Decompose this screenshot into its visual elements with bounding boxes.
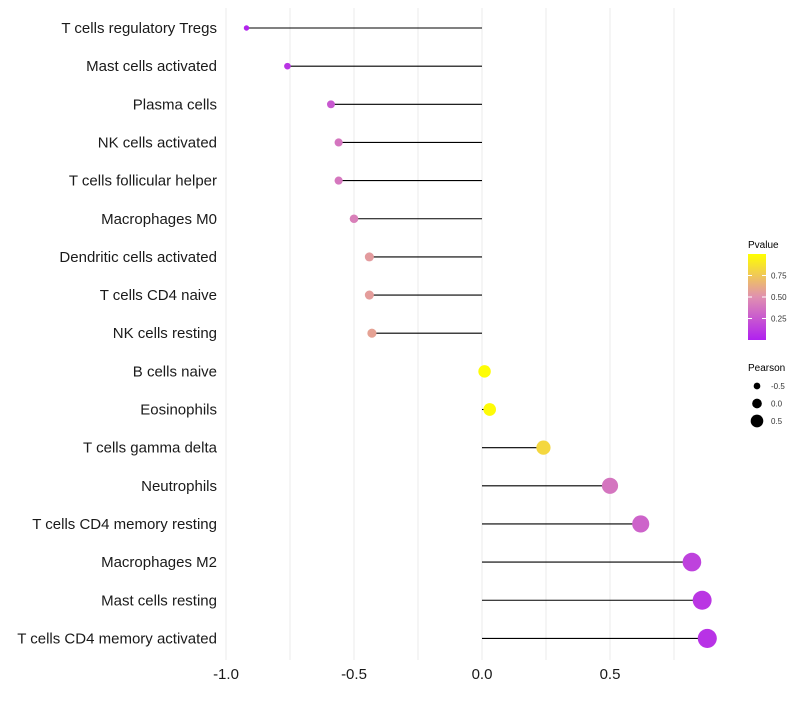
pearson-legend-title: Pearson	[748, 363, 785, 374]
points	[243, 25, 717, 648]
pearson-legend-label: 0.0	[771, 400, 783, 409]
y-tick-label: Mast cells resting	[101, 592, 217, 609]
pvalue-legend-ticks: 0.75 0.50 0.25	[748, 272, 787, 324]
y-tick-label: Plasma cells	[133, 96, 217, 113]
legends: Pvalue 0.75 0.50 0.25 Pearson -0.5 0.0 0.5	[748, 240, 787, 428]
colorbar-tick-label: 0.25	[771, 315, 787, 324]
y-tick-label: Neutrophils	[141, 478, 217, 495]
y-tick-label: T cells follicular helper	[69, 173, 217, 190]
pearson-legend-keys: -0.5 0.0 0.5	[750, 382, 785, 428]
y-tick-label: Eosinophils	[140, 402, 217, 419]
y-axis-labels: T cells regulatory Tregs Mast cells activ…	[17, 20, 217, 647]
data-point	[327, 100, 335, 109]
x-tick-label: 0.5	[600, 666, 621, 683]
grid-lines	[225, 8, 675, 660]
colorbar-tick-label: 0.75	[771, 272, 787, 281]
data-point	[692, 590, 712, 610]
y-tick-label: NK cells resting	[113, 325, 217, 342]
data-point	[364, 290, 374, 300]
y-tick-label: NK cells activated	[98, 134, 217, 151]
x-axis-labels: -1.0 -0.5 0.0 0.5	[213, 666, 620, 683]
y-tick-label: T cells CD4 memory activated	[17, 630, 217, 647]
pearson-legend-dot	[753, 382, 761, 390]
y-tick-label: Macrophages M2	[101, 554, 217, 571]
data-point	[697, 628, 717, 648]
y-tick-label: Mast cells activated	[86, 58, 217, 75]
x-tick-label: 0.0	[472, 666, 493, 683]
data-point	[601, 477, 619, 494]
pearson-legend-label: 0.5	[771, 417, 783, 426]
y-tick-label: T cells regulatory Tregs	[61, 20, 217, 37]
pearson-legend-label: -0.5	[771, 382, 785, 391]
data-point	[632, 515, 650, 533]
x-tick-label: -1.0	[213, 666, 239, 683]
data-point	[483, 403, 496, 416]
data-point	[682, 552, 702, 572]
pearson-legend-dot	[750, 414, 764, 428]
data-point	[334, 138, 343, 147]
data-point	[243, 25, 250, 31]
y-tick-label: B cells naive	[133, 363, 217, 380]
y-tick-label: T cells gamma delta	[83, 440, 218, 457]
data-point	[284, 62, 291, 70]
data-point	[367, 328, 377, 338]
y-tick-label: Macrophages M0	[101, 211, 217, 228]
data-point	[349, 214, 359, 224]
y-tick-label: Dendritic cells activated	[59, 249, 217, 266]
y-tick-label: T cells CD4 naive	[100, 287, 217, 304]
pvalue-colorbar	[748, 254, 766, 340]
y-tick-label: T cells CD4 memory resting	[32, 516, 217, 533]
colorbar-tick-label: 0.50	[771, 293, 787, 302]
pvalue-legend-title: Pvalue	[748, 240, 779, 251]
data-point	[364, 252, 374, 262]
stems	[246, 27, 708, 639]
data-point	[536, 440, 551, 455]
data-point	[478, 365, 491, 378]
data-point	[334, 176, 343, 185]
x-tick-label: -0.5	[341, 666, 367, 683]
pearson-legend-dot	[752, 398, 762, 409]
